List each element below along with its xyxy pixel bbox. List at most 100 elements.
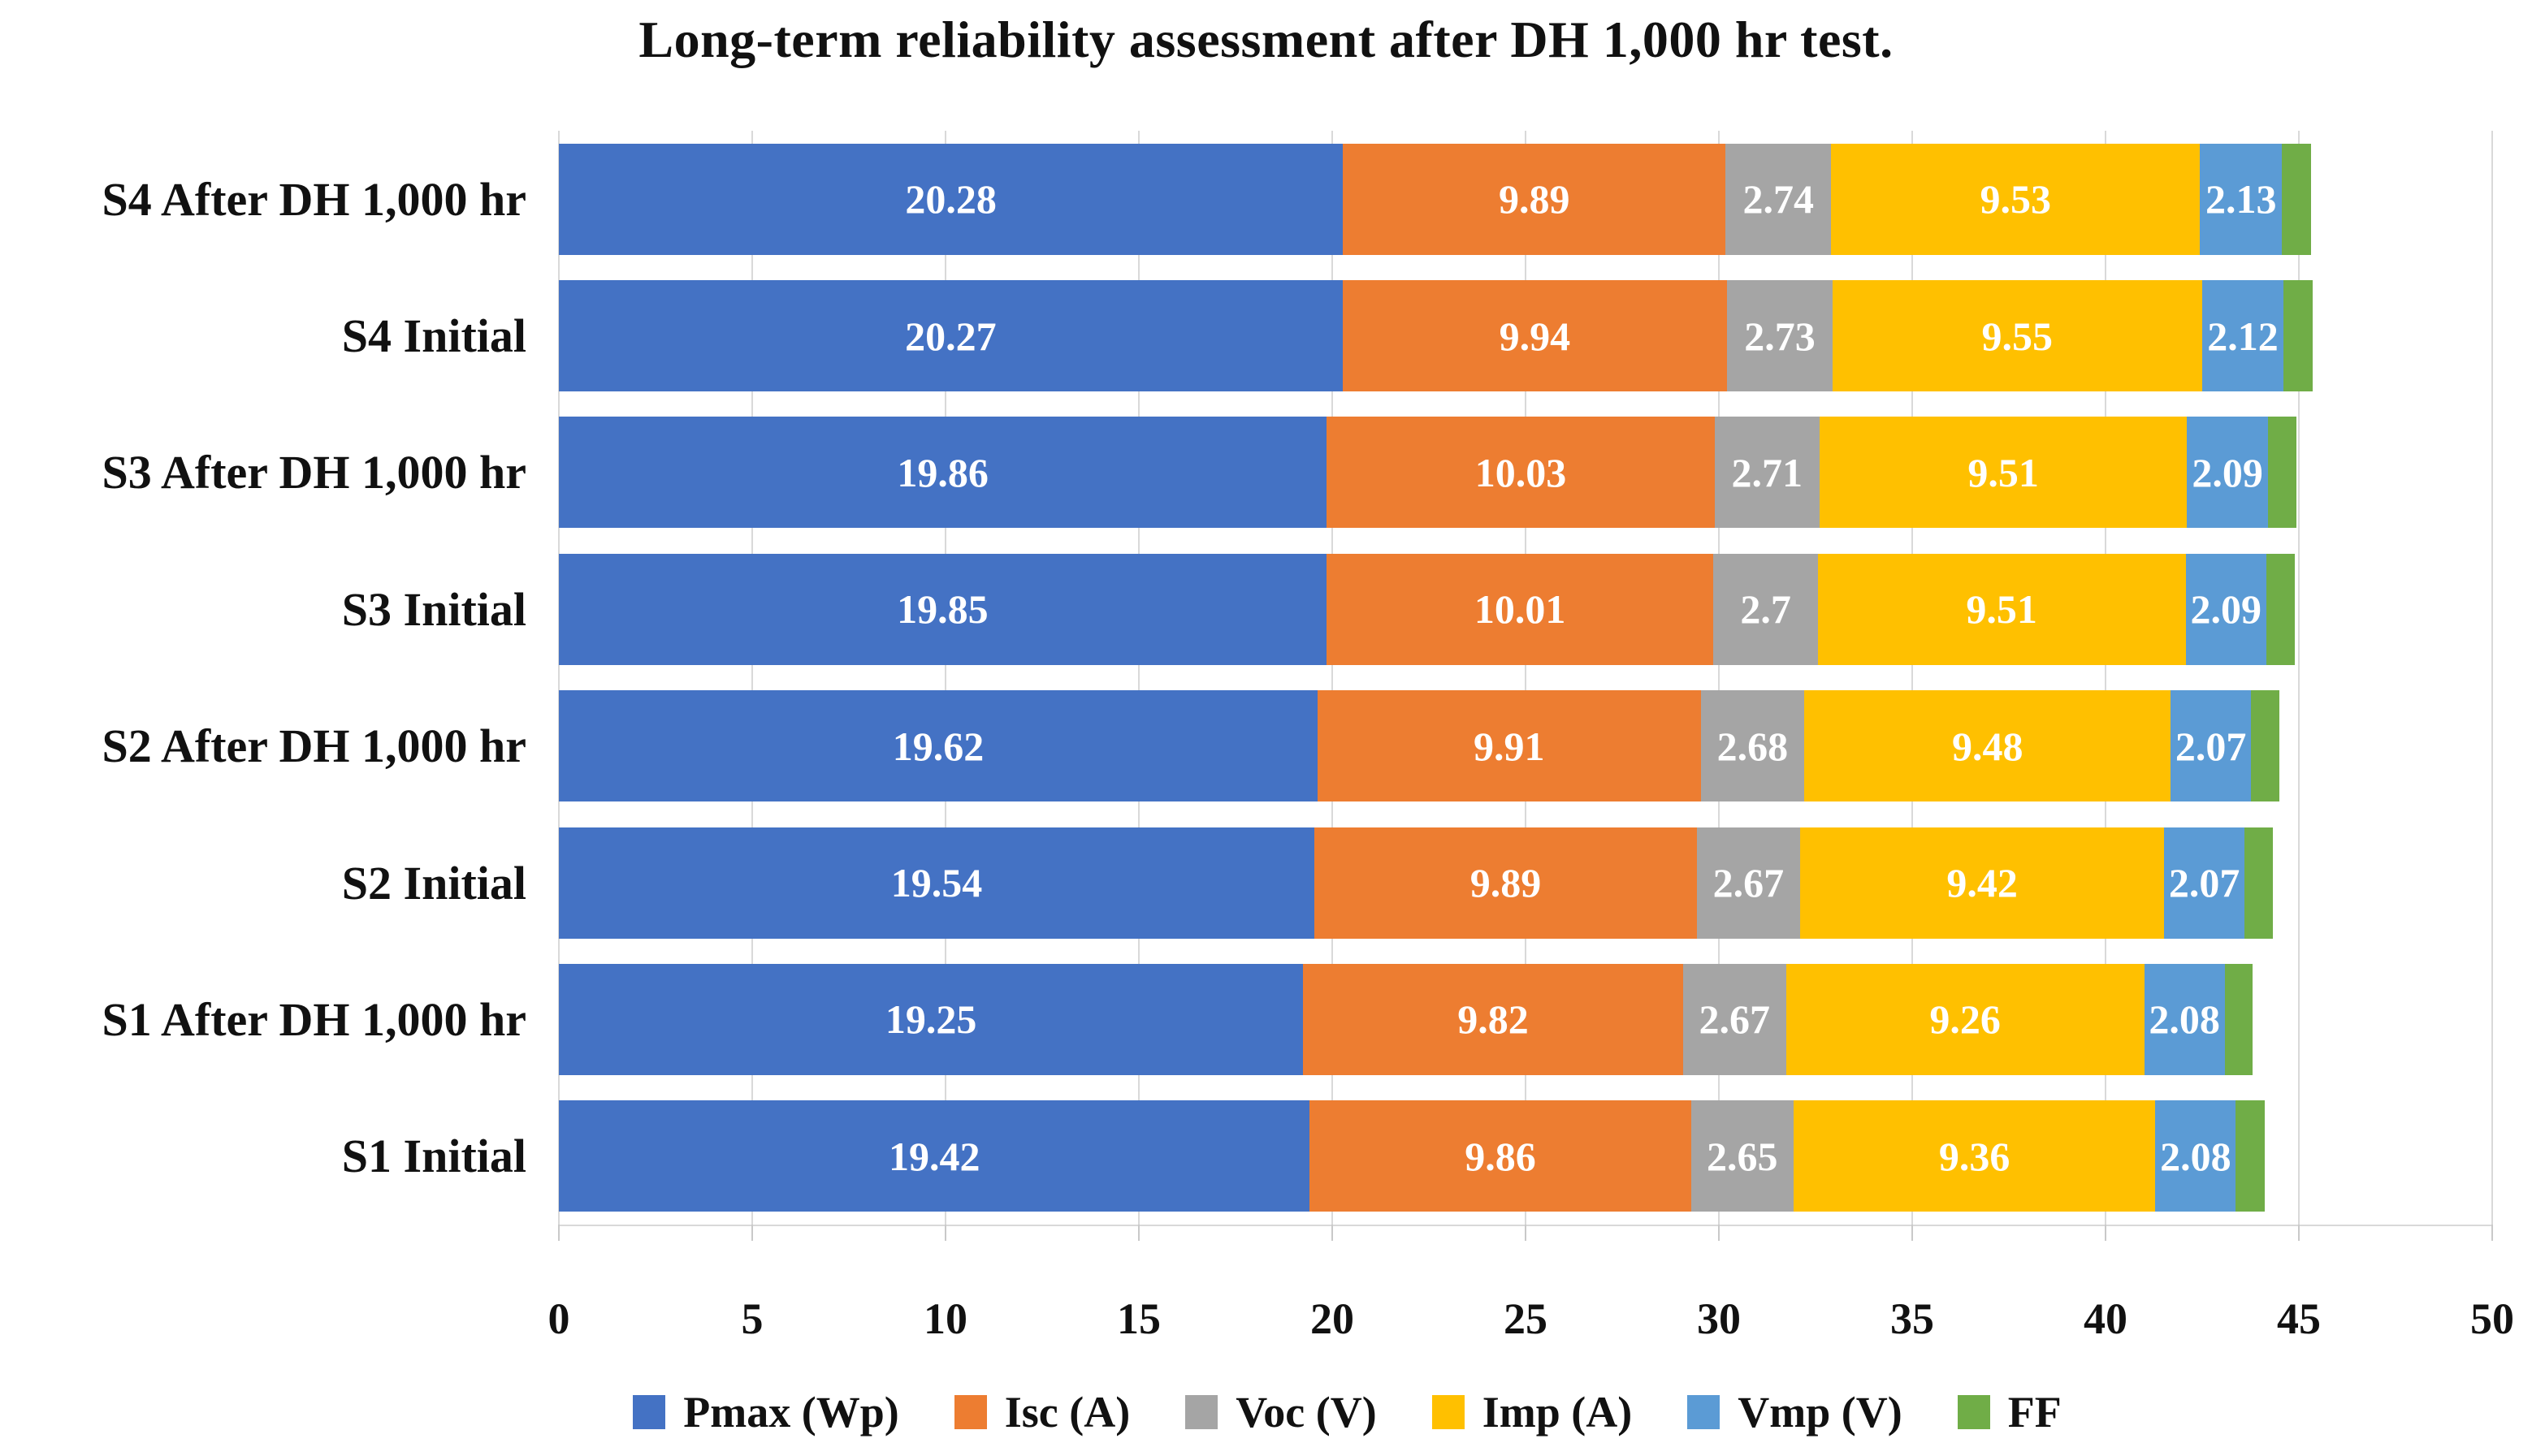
bar-row: 19.54 9.89 2.67 9.42 2.07 [559,827,2274,939]
bar-segment: 2.67 [1682,963,1786,1075]
bar-segment: 2.12 [2201,280,2284,392]
bar-row: 19.25 9.82 2.67 9.26 2.08 [559,963,2253,1075]
category-label: S2 Initial [341,856,526,909]
bar-segment-label: 19.54 [890,860,983,906]
category-label: S4 Initial [341,309,526,363]
gridline [2105,131,2106,1225]
bar-segment: 9.53 [1831,143,2201,255]
bar-segment: 2.65 [1690,1100,1794,1212]
bar-segment-label: 2.07 [2168,860,2240,906]
bar-segment: 19.25 [559,963,1304,1075]
gridline [1138,131,1140,1225]
bar-segment-label: 2.08 [2160,1133,2231,1179]
bar-row: 19.85 10.01 2.7 9.51 2.09 [559,553,2295,665]
bar-segment: 2.73 [1726,280,1833,392]
bar-segment: 9.89 [1314,827,1697,939]
bar-segment: 2.68 [1700,690,1805,802]
bar-segment: 2.08 [2155,1100,2236,1212]
bar-segment: 9.55 [1832,280,2202,392]
bar-row: 19.62 9.91 2.68 9.48 2.07 [559,690,2280,802]
bar-segment-label: 9.89 [1498,176,1570,223]
bar-segment: 9.94 [1342,280,1727,392]
x-axis-tick [2491,1225,2493,1241]
bar-segment-label: 9.36 [1938,1133,2010,1179]
x-axis-tick [2298,1225,2300,1241]
bar-segment: 20.27 [559,280,1343,392]
bar-segment [2283,280,2313,392]
x-axis-tick [558,1225,560,1241]
bar-segment: 9.51 [1819,417,2188,529]
legend-label: Pmax (Wp) [683,1388,899,1437]
bar-segment-label: 9.82 [1457,996,1529,1043]
bar-segment: 9.42 [1799,827,2165,939]
bar-segment-label: 19.62 [892,723,985,769]
bar-segment [2250,690,2280,802]
bar-segment-label: 19.25 [885,996,977,1043]
bar-segment: 2.08 [2144,963,2225,1075]
bar-segment: 2.71 [1714,417,1820,529]
bar-segment: 19.42 [559,1100,1310,1212]
bar-segment-label: 9.55 [1981,313,2053,359]
category-label: S1 After DH 1,000 hr [102,992,526,1046]
bar-segment: 2.09 [2185,553,2266,665]
legend-label: FF [2007,1388,2062,1437]
bar-segment-label: 2.12 [2207,313,2279,359]
legend-label: Imp (A) [1482,1388,1633,1437]
x-tick-label: 50 [2470,1294,2514,1343]
bar-segment-label: 2.74 [1742,176,1815,223]
x-tick-label: 40 [2084,1294,2127,1343]
bar-segment-label: 2.08 [2149,996,2220,1043]
bar-segment: 9.51 [1817,553,2186,665]
bar-segment: 9.48 [1804,690,2171,802]
bar-segment-label: 2.7 [1740,586,1791,633]
x-axis-tick [1525,1225,1526,1241]
bar-segment-label: 9.42 [1946,860,2018,906]
bar-segment-label: 2.73 [1744,313,1816,359]
category-label: S3 Initial [341,582,526,636]
chart-title: Long-term reliability assessment after D… [638,11,1894,68]
bar-segment: 9.82 [1303,963,1683,1075]
bar-segment-label: 10.03 [1474,449,1567,495]
x-tick-label: 15 [1117,1294,1161,1343]
x-axis-tick [945,1225,946,1241]
legend-swatch-icon [954,1395,987,1429]
bar-segment: 19.86 [559,417,1327,529]
x-tick-label: 30 [1697,1294,1741,1343]
legend-swatch-icon [1185,1395,1218,1429]
gridline [945,131,946,1225]
legend: Pmax (Wp) Isc (A) Voc (V) Imp (A) Vmp (V) FF [81,1390,2532,1434]
x-axis-tick [1718,1225,1720,1241]
bar-row: 20.28 9.89 2.74 9.53 2.13 [559,143,2312,255]
x-axis-tick [2105,1225,2106,1241]
legend-item: Imp (A) [1431,1388,1633,1437]
bar-segment: 2.07 [2164,827,2244,939]
bar-segment [2224,963,2253,1075]
bar-segment-label: 19.86 [897,449,989,495]
bar-segment-label: 19.42 [888,1133,980,1179]
x-tick-label: 25 [1504,1294,1547,1343]
bar-row: 19.86 10.03 2.71 9.51 2.09 [559,417,2296,529]
bar-segment-label: 2.09 [2192,449,2263,495]
bar-segment-label: 2.67 [1699,996,1771,1043]
legend-item: Vmp (V) [1687,1390,1902,1434]
legend-swatch-icon [1431,1395,1465,1429]
x-tick-label: 35 [1890,1294,1934,1343]
legend-swatch-icon [633,1395,666,1429]
category-label: S2 After DH 1,000 hr [102,719,526,773]
bar-segment [2282,143,2312,255]
bar-segment: 9.36 [1793,1100,2156,1212]
bar-segment [2267,417,2296,529]
bar-segment-label: 20.27 [905,313,997,359]
bar-segment-label: 2.09 [2190,586,2262,633]
bar-segment [2236,1100,2265,1212]
bar-segment: 9.86 [1309,1100,1691,1212]
bar-segment-label: 2.13 [2205,176,2277,223]
bar-segment-label: 9.94 [1499,313,1571,359]
gridline [1525,131,1526,1225]
x-tick-label: 0 [548,1294,570,1343]
bar-segment-label: 2.71 [1731,449,1803,495]
bar-segment: 2.67 [1696,827,1800,939]
x-axis-tick [1911,1225,1913,1241]
bar-segment: 2.7 [1713,553,1818,665]
bar-segment-label: 9.53 [1980,176,2052,223]
